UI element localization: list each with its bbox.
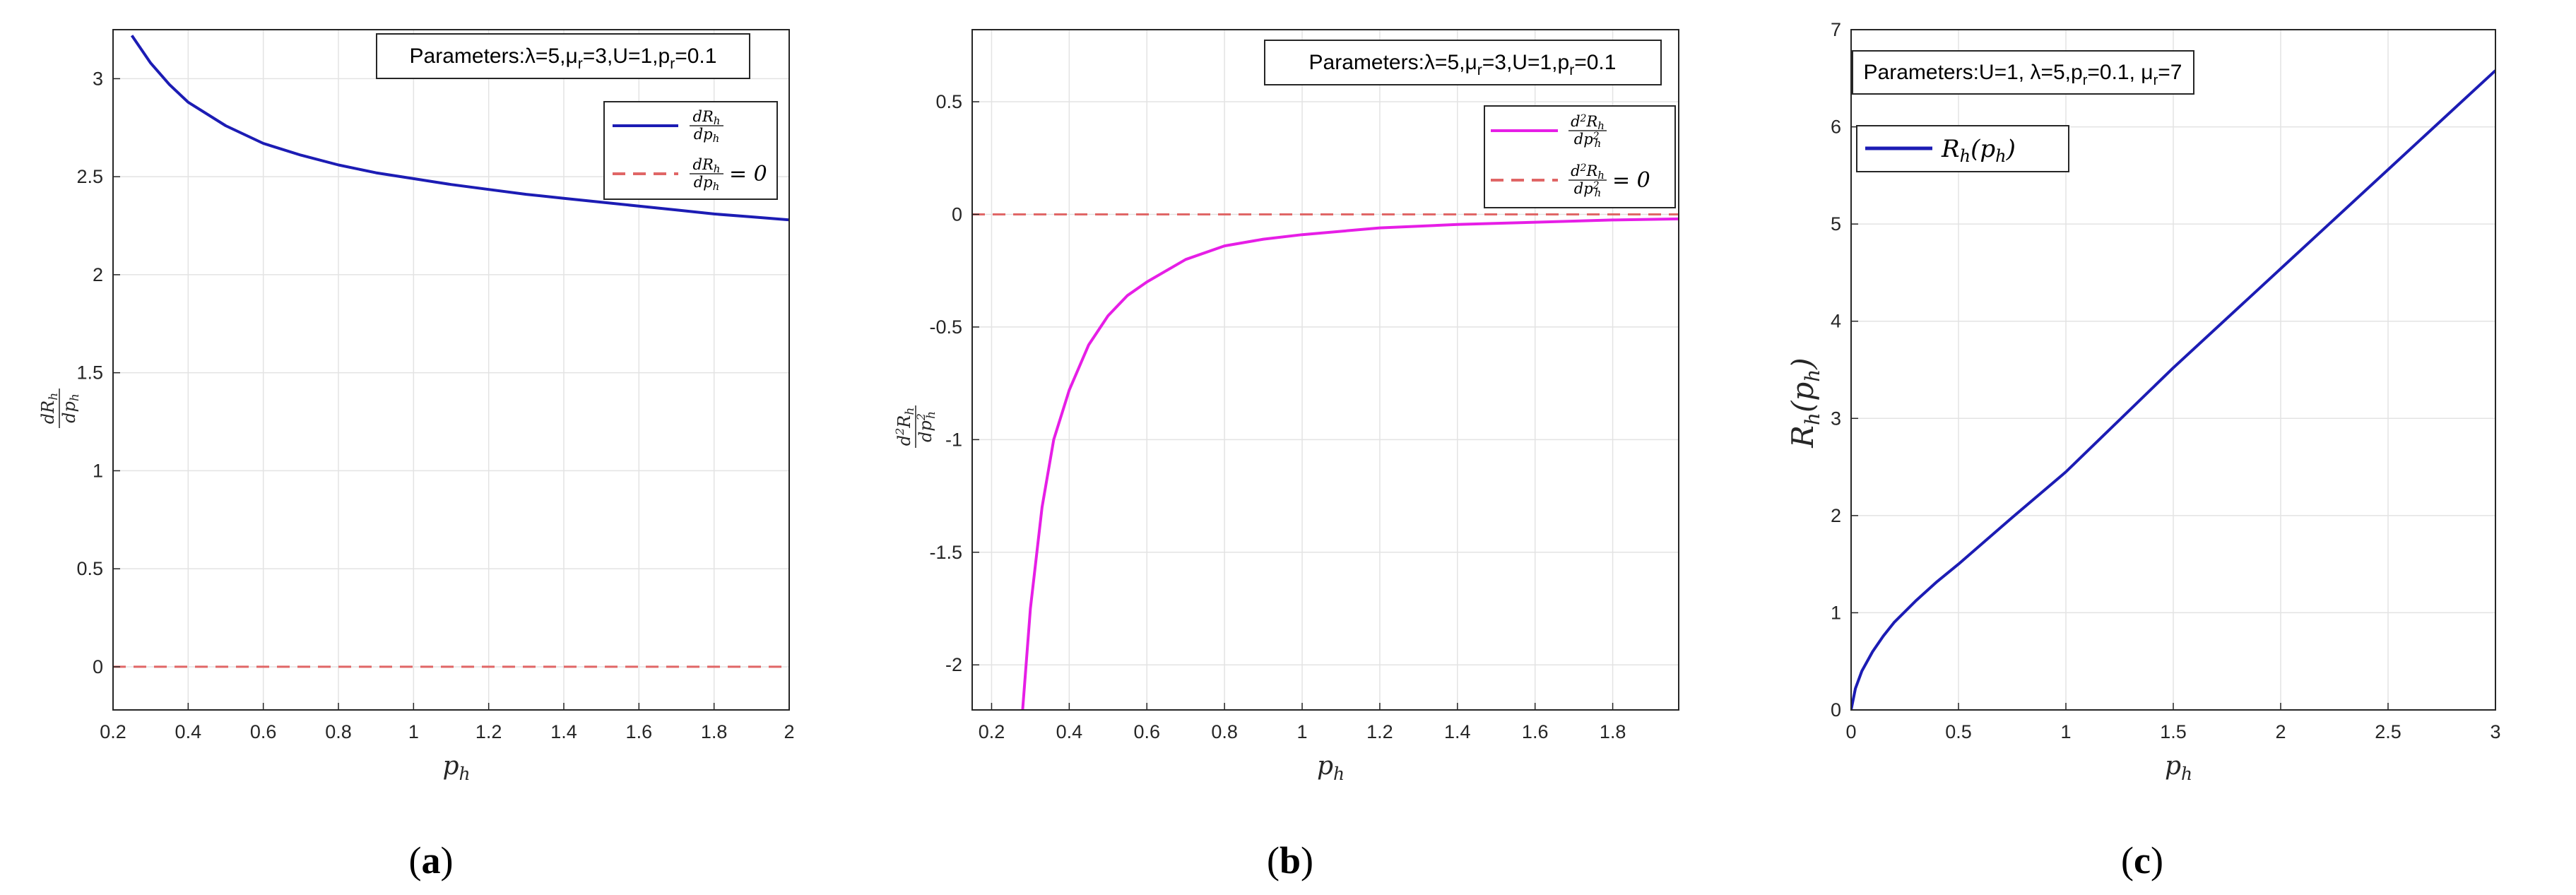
panel-b-ytick-label-5: 0.5 — [935, 91, 962, 112]
panel-a-ytick-label-6: 3 — [93, 68, 103, 89]
panel-b-legend-label-1: d2Rh dp2 h — [1568, 113, 1607, 150]
panel-a-xtick-label-3: 0.8 — [325, 721, 352, 742]
panel-c-legend: Rh(ph) — [1856, 125, 2069, 172]
panel-a-series-0 — [130, 35, 789, 222]
panel-b-xtick-label-4: 1 — [1297, 721, 1308, 742]
panel-a-ticks: 0.2 0.4 0.6 0.8 1 1.2 1.4 1.6 1.8 2 0 0.5 1 1.5 2 2.5 3 — [76, 68, 794, 742]
panel-c-ytick-label-3: 3 — [1831, 408, 1841, 429]
panel-a-label: (a) — [409, 839, 454, 882]
panel-c-ticks: 0 0.5 1 1.5 2 2.5 3 0 1 2 3 4 5 6 7 — [1831, 19, 2501, 742]
panel-a-ytick-label-3: 1.5 — [76, 362, 103, 384]
panel-b-xtick-label-6: 1.4 — [1444, 721, 1471, 742]
panel-c-ytick-label-6: 6 — [1831, 117, 1841, 138]
panel-b-series — [972, 213, 1679, 710]
svg-text:dRh: dRh — [38, 393, 61, 424]
panel-a-ytick-label-1: 0.5 — [76, 558, 103, 579]
panel-a-param-box: Parameters:λ=5,μr=3,U=1,pr=0.1 — [376, 33, 750, 79]
panel-a-xtick-label-5: 1.2 — [475, 721, 502, 742]
panel-b-legend: d2Rh dp2 h d2Rh dp2 h = 0 — [1484, 105, 1676, 208]
panel-c-ytick-label-4: 4 — [1831, 311, 1841, 332]
panel-b-xtick-label-5: 1.2 — [1366, 721, 1393, 742]
panel-c-ytick-label-1: 1 — [1831, 602, 1841, 623]
panel-c-xtick-label-1: 0.5 — [1945, 721, 1972, 742]
panel-a-xtick-label-2: 0.6 — [250, 721, 277, 742]
panel-b-param-box: Parameters:λ=5,μr=3,U=1,pr=0.1 — [1264, 40, 1662, 85]
svg-text:dRh: dRh — [693, 156, 721, 175]
panel-c-series — [1851, 69, 2495, 710]
panel-a-param-text: Parameters:λ=5,μr=3,U=1,pr=0.1 — [410, 45, 717, 72]
panel-c-param-box: Parameters:U=1, λ=5,pr=0.1, μr=7 — [1852, 50, 2194, 95]
panel-c-legend-label-1: Rh(ph) — [1941, 135, 2016, 166]
svg-text:= 0: = 0 — [729, 162, 767, 186]
panel-a-series — [113, 35, 789, 668]
panel-a: 0.2 0.4 0.6 0.8 1 1.2 1.4 1.6 1.8 200.511.522.53 … — [38, 29, 795, 882]
panel-a-legend: dRh dph dRh dph = 0 — [603, 101, 778, 200]
panel-a-ytick-label-2: 1 — [93, 460, 103, 481]
panel-b-ticks: 0.2 0.4 0.6 0.8 1 1.2 1.4 1.6 1.8 -2 -1.5 -1 -0.5 0 0.… — [929, 91, 1626, 742]
svg-text:d2Rh: d2Rh — [1571, 162, 1605, 182]
panel-b-label: (b) — [1267, 839, 1313, 882]
svg-text:dph: dph — [694, 174, 720, 193]
panel-a-ytick-label-0: 0 — [93, 656, 103, 677]
panel-b-legend-label-2: d2Rh dp2 h = 0 — [1568, 162, 1650, 199]
panel-b-ytick-label-2: -1 — [945, 429, 962, 450]
panel-c-xtick-label-2: 1 — [2060, 721, 2071, 742]
panel-c-ylabel: Rh(ph) — [1785, 357, 1824, 448]
panel-a-xtick-label-8: 1.8 — [701, 721, 728, 742]
panel-a-legend-label-2: dRh dph = 0 — [690, 156, 767, 193]
panel-a-xtick-label-9: 2 — [784, 721, 794, 742]
panel-c-xtick-label-0: 0 — [1845, 721, 1856, 742]
panel-a-ytick-label-5: 2.5 — [76, 166, 103, 187]
panel-b-ytick-label-0: -2 — [945, 654, 962, 675]
panel-a-xtick-label-0: 0.2 — [100, 721, 126, 742]
panel-b: 0.2 0.4 0.6 0.8 1 1.2 1.4 1.6 1.8 -2 -1.5 -1 -0.5 0 0.… — [893, 29, 1679, 882]
panel-b-ytick-label-3: -0.5 — [929, 316, 962, 338]
panel-b-xtick-label-3: 0.8 — [1211, 721, 1238, 742]
panel-a-axes-frame — [112, 29, 790, 711]
svg-text:d2Rh: d2Rh — [1571, 113, 1605, 132]
panel-c-param-text: Parameters:U=1, λ=5,pr=0.1, μr=7 — [1864, 61, 2182, 88]
panel-c-xlabel: ph — [2165, 752, 2192, 784]
panel-b-xtick-label-0: 0.2 — [979, 721, 1005, 742]
panel-a-ytick-label-4: 2 — [93, 264, 103, 285]
panel-b-xtick-label-8: 1.8 — [1600, 721, 1626, 742]
panel-a-xtick-label-1: 0.4 — [175, 721, 202, 742]
panel-c-label: (c) — [2121, 839, 2163, 882]
panel-b-ylabel: d2Rh dp2h — [893, 405, 938, 448]
panel-a-xtick-label-4: 1 — [408, 721, 419, 742]
panel-a-xtick-label-7: 1.6 — [626, 721, 653, 742]
panel-b-param-text: Parameters:λ=5,μr=3,U=1,pr=0.1 — [1309, 51, 1617, 78]
panel-c-xtick-label-4: 2 — [2275, 721, 2286, 742]
svg-text:dph: dph — [59, 393, 82, 423]
svg-text:dp2h: dp2h — [1574, 131, 1601, 150]
panel-b-series-0 — [1021, 217, 1679, 710]
panel-c-ytick-label-7: 7 — [1831, 19, 1841, 40]
panel-c-ytick-label-5: 5 — [1831, 213, 1841, 235]
panel-b-xlabel: ph — [1317, 752, 1345, 784]
panel-c-ytick-label-0: 0 — [1831, 699, 1841, 721]
panel-a-xlabel: ph — [443, 752, 471, 784]
panel-c-ytick-label-2: 2 — [1831, 505, 1841, 526]
svg-text:= 0: = 0 — [1612, 168, 1650, 193]
panel-b-ytick-label-1: -1.5 — [929, 542, 962, 563]
panel-b-axes-frame — [971, 29, 1679, 711]
panel-a-ylabel: dRh dph — [38, 389, 82, 428]
panel-c-series-0 — [1851, 69, 2495, 710]
svg-text:dp2h: dp2h — [914, 411, 938, 442]
panel-b-xtick-label-2: 0.6 — [1133, 721, 1160, 742]
panel-b-xtick-label-7: 1.6 — [1522, 721, 1549, 742]
panel-c-xtick-label-6: 3 — [2490, 721, 2500, 742]
svg-text:d2Rh: d2Rh — [893, 408, 917, 446]
panel-b-xtick-label-1: 0.4 — [1056, 721, 1083, 742]
panel-c: 0 0.5 1 1.5 2 2.5 3 0 1 2 3 4 5 6 7 ph Rh(ph) Paramete… — [1785, 19, 2501, 882]
svg-text:dp2h: dp2h — [1574, 180, 1601, 199]
panel-b-ytick-label-4: 0 — [952, 203, 962, 225]
panel-a-xtick-label-6: 1.4 — [550, 721, 577, 742]
panel-c-xtick-label-5: 2.5 — [2375, 721, 2401, 742]
panel-c-xtick-label-3: 1.5 — [2160, 721, 2187, 742]
